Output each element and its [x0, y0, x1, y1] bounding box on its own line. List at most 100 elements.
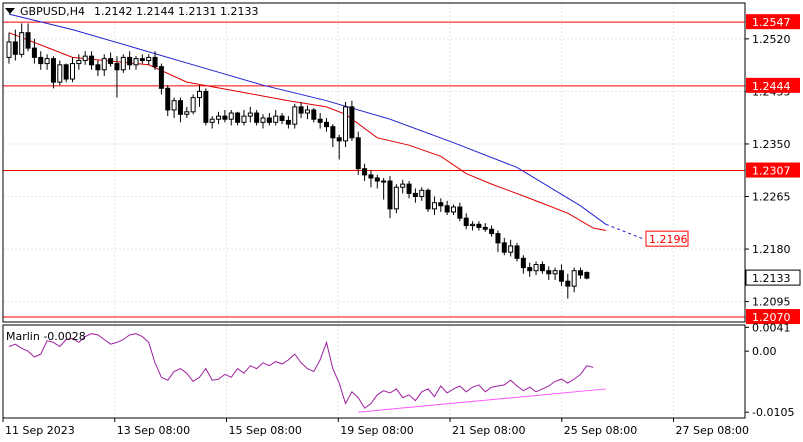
level-price-label: 1.2307 [752, 165, 791, 178]
candle-body [63, 64, 69, 80]
candle-body [406, 183, 412, 194]
candle-body [241, 115, 247, 123]
candle-body [235, 112, 241, 123]
candle-body [171, 100, 177, 111]
indicator-trendline [358, 388, 606, 413]
candle-body [260, 117, 266, 123]
time-tick-label: 27 Sep 08:00 [676, 424, 749, 437]
candle-body [565, 280, 571, 287]
candle-body [501, 242, 507, 253]
current-price-tag [745, 269, 801, 286]
marlin-line [8, 333, 594, 409]
candle-body [508, 245, 514, 253]
candles [6, 23, 590, 299]
candle-body [343, 106, 349, 142]
candle-body [495, 233, 501, 244]
candle-body [470, 223, 476, 227]
candle-body [355, 137, 361, 170]
candle-body [133, 58, 139, 66]
candle-body [266, 117, 272, 123]
time-tick-label: 21 Sep 08:00 [452, 424, 525, 437]
horizontal-levels [3, 21, 745, 318]
candle-body [158, 66, 164, 89]
candle-body [324, 121, 329, 128]
candle-body [25, 32, 31, 49]
candle-body [273, 115, 279, 123]
level-price-label: 1.2547 [752, 16, 791, 29]
candle-body [463, 217, 469, 227]
price-tick-label: 1.2350 [752, 138, 791, 151]
candle-body [489, 228, 495, 235]
candle-body [539, 264, 545, 272]
candle-body [184, 111, 190, 115]
indicator-label: Marlin -0.0028 [6, 330, 86, 343]
price-tick-label: 1.2520 [752, 33, 791, 46]
time-tick-label: 15 Sep 08:00 [229, 424, 302, 437]
ma-blue-projection [605, 223, 645, 240]
candle-body [298, 106, 304, 114]
level-price-label: 1.2444 [752, 80, 791, 93]
candle-body [451, 206, 456, 213]
chart-symbol: GBPUSD,H4 [20, 5, 85, 18]
candle-body [38, 56, 44, 65]
candle-body [209, 118, 215, 123]
candle-body [76, 59, 82, 65]
candle-body [203, 90, 209, 123]
candle-body [165, 87, 171, 111]
indicator-tick-label: 0.0041 [752, 321, 791, 334]
frames [2, 2, 746, 419]
price-pane-frame [2, 2, 746, 323]
indicator-tick-label: -0.0105 [752, 406, 794, 419]
time-tick-label: 13 Sep 08:00 [117, 424, 190, 437]
candle-body [533, 264, 539, 272]
level-price-tag [746, 309, 800, 325]
menu-triangle-icon[interactable] [5, 8, 15, 14]
candle-body [279, 115, 285, 121]
candle-body [292, 106, 298, 125]
candle-body [368, 174, 374, 179]
candle-body [222, 115, 228, 120]
target-box [645, 230, 689, 247]
candle-body [95, 64, 101, 71]
candle-body [349, 106, 355, 139]
candle-body [285, 119, 291, 125]
candle-body [381, 180, 387, 183]
candle-body [311, 109, 317, 120]
candle-body [317, 118, 323, 123]
candle-body [101, 58, 107, 71]
candle-body [578, 270, 583, 276]
candle-body [139, 58, 145, 61]
candle-body [146, 56, 152, 61]
candle-body [393, 186, 399, 210]
chart-ohlc: 1.2142 1.2144 1.2131 1.2133 [94, 5, 258, 18]
candle-body [558, 270, 564, 282]
candle-body [228, 112, 234, 120]
candle-body [571, 270, 577, 287]
candle-body [584, 272, 590, 279]
candle-body [546, 270, 552, 275]
candle-body [12, 41, 18, 55]
candle-body [419, 189, 425, 198]
level-price-tag [746, 162, 800, 178]
candle-body [216, 115, 222, 120]
candle-body [254, 112, 260, 123]
candle-body [50, 58, 56, 83]
candle-body [362, 168, 368, 176]
candle-body [527, 267, 533, 272]
candle-body [431, 202, 437, 210]
candle-body [400, 183, 406, 188]
candle-body [114, 63, 120, 71]
candle-body [336, 137, 342, 142]
time-tick-label: 19 Sep 08:00 [340, 424, 413, 437]
candle-body [152, 56, 158, 68]
candle-body [552, 270, 558, 275]
candle-body [387, 180, 393, 210]
candle-body [425, 189, 431, 210]
candle-body [444, 205, 450, 213]
candle-body [108, 58, 114, 65]
time-tick-label: 25 Sep 08:00 [564, 424, 637, 437]
candle-body [482, 226, 488, 230]
candle-body [177, 100, 183, 115]
candle-body [89, 55, 95, 66]
